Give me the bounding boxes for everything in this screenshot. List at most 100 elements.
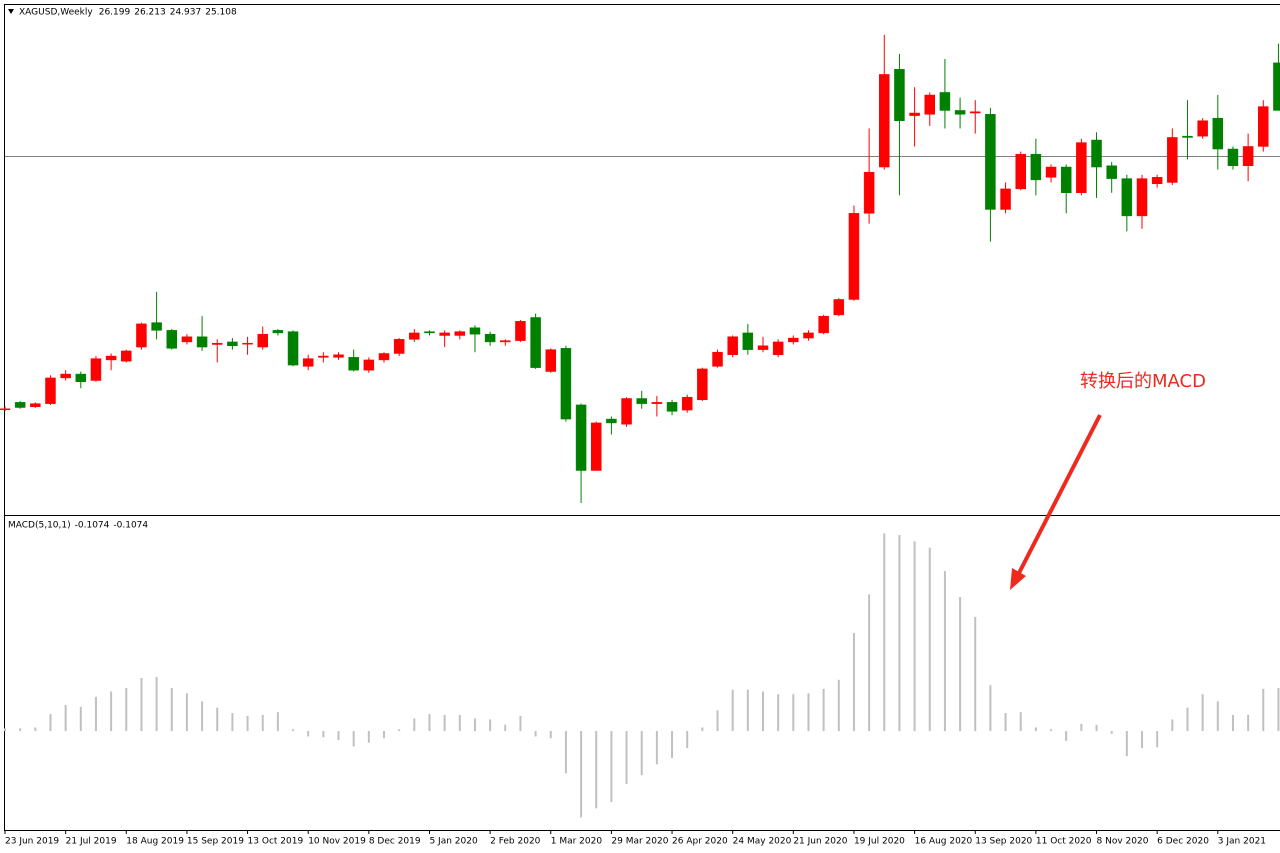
candle-body (363, 359, 375, 371)
macd-title: MACD(5,10,1) (8, 521, 71, 531)
candle-body (257, 333, 268, 348)
candle-body (939, 92, 951, 111)
x-tick-label: 2 Feb 2020 (490, 837, 541, 847)
candle-body (166, 330, 178, 349)
candle-body (954, 110, 966, 115)
x-tick-label: 6 Dec 2020 (1157, 837, 1209, 847)
candle-body (136, 323, 147, 348)
menu-triangle (8, 9, 14, 14)
candle-body (30, 403, 41, 407)
candle-body (272, 330, 284, 334)
candle-body (348, 357, 359, 371)
candle-body (833, 299, 845, 316)
candle-body (909, 112, 920, 116)
candle-body (1167, 137, 1178, 183)
candle-body (227, 341, 238, 347)
candle-body (302, 358, 314, 367)
candle-body (424, 331, 435, 334)
price-title: XAGUSD,Weekly (19, 8, 93, 18)
candle-body (500, 340, 511, 343)
candle-body (409, 332, 420, 340)
x-tick-label: 13 Sep 2020 (975, 837, 1032, 847)
candle-body (333, 354, 344, 358)
marks: 23 Jun 2019 21 Jul 2019 18 Aug 2019 15 Sep … (0, 34, 1280, 847)
candle-body (45, 377, 56, 404)
candle-body (894, 69, 905, 121)
candle-body (1273, 62, 1280, 111)
candle-body (1121, 178, 1133, 217)
candle-body (848, 213, 860, 300)
candle-body (803, 332, 814, 339)
candle-body (439, 332, 450, 336)
candle-body (515, 321, 526, 341)
quote-value: -0.1074 (113, 521, 148, 531)
x-tick-label: 11 Oct 2020 (1036, 837, 1092, 847)
candle-body (1151, 177, 1163, 184)
x-tick-label: 8 Nov 2020 (1097, 837, 1149, 847)
candle-body (879, 74, 890, 168)
x-tick-label: 23 Jun 2019 (5, 837, 59, 847)
candle-body (1000, 188, 1011, 210)
candle-body (393, 339, 405, 354)
candle-body (469, 327, 481, 335)
quote-value: -0.1074 (75, 521, 110, 531)
candle-body (1227, 148, 1239, 166)
candle-body (14, 402, 26, 408)
candle-body (818, 315, 829, 334)
annotation: 转换后的MACD (1080, 371, 1206, 392)
quote-value: 25.108 (205, 8, 237, 18)
x-tick-label: 10 Nov 2019 (308, 837, 366, 847)
candle-body (590, 422, 602, 471)
x-tick-label: 21 Jun 2020 (793, 837, 847, 847)
x-tick-label: 19 Jul 2020 (854, 837, 905, 847)
x-tick-label: 1 Mar 2020 (551, 837, 603, 847)
candle-body (196, 336, 208, 348)
candle-body (151, 322, 162, 331)
candle-body (742, 332, 754, 350)
candle-body (681, 396, 693, 411)
annotation-arrowhead (1010, 568, 1026, 590)
candle-body (788, 337, 799, 343)
candle-body (181, 336, 193, 343)
x-tick-label: 24 May 2020 (733, 837, 792, 847)
candle-body (985, 114, 996, 210)
candle-body (0, 408, 11, 411)
candle-body (621, 398, 632, 425)
x-tick-label: 18 Aug 2019 (126, 837, 184, 847)
quote-value: 26.199 (99, 8, 131, 18)
x-tick-label: 15 Sep 2019 (187, 837, 244, 847)
quote-value: 26.213 (134, 8, 166, 18)
candle-body (727, 336, 738, 356)
candle-body (863, 171, 875, 214)
macd-panel (4, 515, 1280, 831)
candle-body (969, 111, 981, 114)
candle-body (606, 418, 617, 424)
candle-body (1182, 135, 1193, 138)
candle-body (318, 355, 329, 358)
annotation-arrow (1016, 414, 1102, 576)
candle-body (1212, 117, 1224, 150)
x-tick-label: 21 Jul 2019 (66, 837, 117, 847)
x-tick-label: 26 Apr 2020 (672, 837, 728, 847)
candle-body (560, 348, 572, 420)
x-tick-label: 13 Oct 2019 (248, 837, 304, 847)
candle-body (651, 402, 663, 404)
candle-body (1242, 146, 1254, 166)
candle-body (105, 355, 117, 361)
candle-body (211, 342, 223, 345)
x-tick-label: 8 Dec 2019 (369, 837, 421, 847)
candle-body (697, 368, 708, 401)
candle-body (287, 331, 299, 366)
candle-body (1136, 178, 1148, 217)
candle-body (90, 358, 102, 381)
candle-body (1091, 139, 1102, 168)
candle-body (75, 373, 87, 383)
candle-body (924, 94, 936, 115)
candle-body (772, 341, 784, 356)
candle-body (575, 404, 587, 471)
quote-value: 24.937 (170, 8, 202, 18)
x-tick-label: 5 Jan 2020 (429, 837, 477, 847)
